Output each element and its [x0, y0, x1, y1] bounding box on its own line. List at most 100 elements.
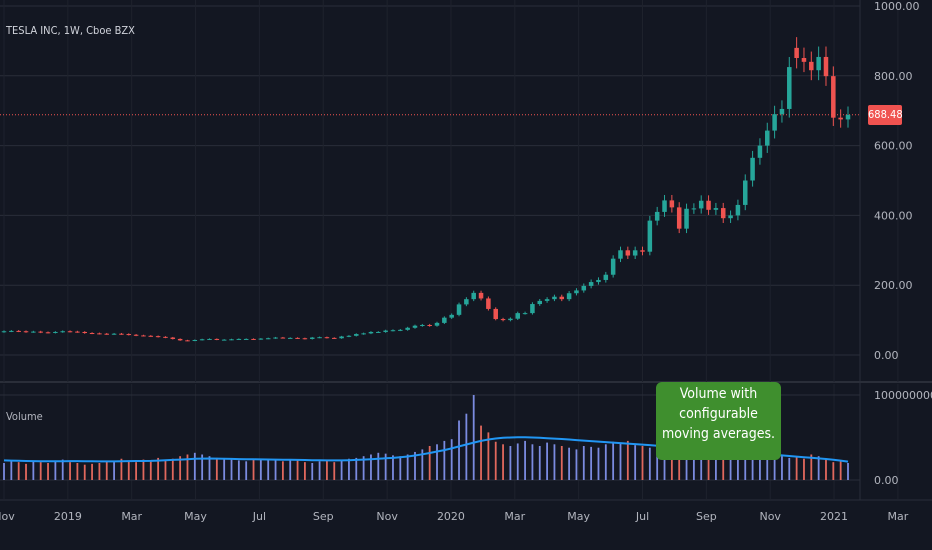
volume-bar: [509, 446, 512, 480]
candle-body: [684, 208, 689, 229]
candle-body: [141, 335, 146, 337]
symbol-title[interactable]: TESLA INC, 1W, Cboe BZX: [6, 24, 135, 37]
volume-bar: [61, 459, 64, 480]
volume-bar: [135, 462, 138, 480]
volume-bar: [590, 446, 593, 480]
volume-bar: [208, 456, 211, 480]
volume-bar: [604, 444, 607, 480]
candle-body: [9, 330, 14, 332]
candle-body: [89, 333, 95, 335]
candle-body: [735, 204, 741, 216]
candle-body: [442, 317, 447, 323]
volume-bar: [304, 462, 306, 480]
candle-body: [111, 333, 117, 335]
candle-body: [456, 304, 462, 315]
candle-body: [676, 207, 682, 229]
candle-body: [794, 47, 799, 59]
volume-bar: [237, 460, 240, 480]
candle-body: [603, 274, 609, 280]
volume-bar: [810, 454, 813, 480]
volume-bar: [825, 459, 827, 480]
candle-body: [654, 211, 660, 221]
candle-body: [552, 296, 557, 300]
candle-body: [632, 250, 638, 256]
volume-bar: [215, 457, 218, 480]
volume-bar: [568, 447, 571, 480]
volume-bar: [333, 462, 336, 480]
volume-bar: [54, 460, 57, 480]
candlestick-series: [1, 37, 851, 342]
last-price-tag: 688.48: [868, 104, 903, 125]
candle-body: [398, 329, 403, 331]
candle-body: [823, 56, 829, 77]
time-tick-label: Sep: [313, 510, 334, 523]
volume-bar: [281, 461, 284, 480]
candle-body: [155, 336, 161, 338]
candle-body: [742, 180, 748, 205]
candle-body: [104, 333, 110, 335]
volume-bar: [531, 444, 534, 480]
volume-bar: [737, 456, 739, 480]
candle-body: [728, 215, 733, 219]
candle-body: [317, 337, 322, 339]
candle-body: [779, 108, 785, 115]
volume-bar: [76, 463, 79, 480]
candle-body: [486, 298, 491, 309]
volume-axis: 0.00 1000000000.00: [874, 389, 932, 487]
volume-bar: [722, 451, 725, 480]
volume-bar: [47, 463, 49, 480]
volume-bar: [685, 446, 688, 480]
volume-pane-label[interactable]: Volume: [6, 410, 43, 423]
volume-bar: [377, 452, 380, 480]
candle-body: [449, 314, 454, 318]
time-tick-label: Mar: [888, 510, 909, 523]
volume-bar: [560, 446, 563, 480]
candle-body: [324, 337, 330, 339]
candle-body: [412, 325, 418, 328]
volume-bar: [781, 456, 783, 480]
time-tick-label: May: [184, 510, 207, 523]
candle-body: [544, 299, 550, 301]
volume-bar: [648, 447, 651, 480]
candle-body: [332, 337, 337, 339]
volume-bar: [157, 457, 160, 480]
candle-body: [170, 337, 176, 339]
candle-body: [588, 282, 594, 286]
candle-body: [816, 56, 821, 71]
volume-bar: [597, 447, 600, 480]
volume-bar: [524, 440, 526, 480]
volume-bar: [729, 454, 732, 480]
volume-bar: [502, 444, 504, 480]
volume-bar: [120, 458, 123, 480]
volume-bar: [98, 463, 101, 480]
volume-bar: [149, 461, 152, 480]
candle-body: [302, 338, 308, 340]
candle-body: [478, 292, 484, 299]
candle-body: [390, 330, 396, 332]
volume-bar: [267, 459, 270, 480]
volume-bar: [839, 460, 842, 480]
candle-body: [31, 331, 36, 333]
time-tick-label: Jul: [252, 510, 266, 523]
candle-body: [574, 290, 579, 294]
candle-body: [361, 333, 366, 335]
candle-body: [640, 250, 645, 252]
candle-body: [229, 339, 234, 341]
candle-body: [273, 337, 278, 339]
volume-bar: [201, 454, 204, 480]
volume-bar: [83, 464, 86, 480]
candle-body: [662, 200, 667, 212]
candle-body: [845, 114, 851, 120]
candle-body: [133, 334, 139, 336]
volume-bar: [355, 457, 358, 480]
time-tick-label: Nov: [0, 510, 15, 523]
candle-body: [757, 145, 763, 158]
volume-bar: [223, 458, 226, 480]
volume-bar: [516, 443, 519, 480]
volume-bar: [575, 449, 578, 480]
volume-bar: [465, 413, 468, 480]
candle-body: [809, 61, 814, 71]
time-tick-label: Mar: [504, 510, 525, 523]
candle-body: [207, 338, 212, 340]
candle-body: [60, 331, 65, 333]
